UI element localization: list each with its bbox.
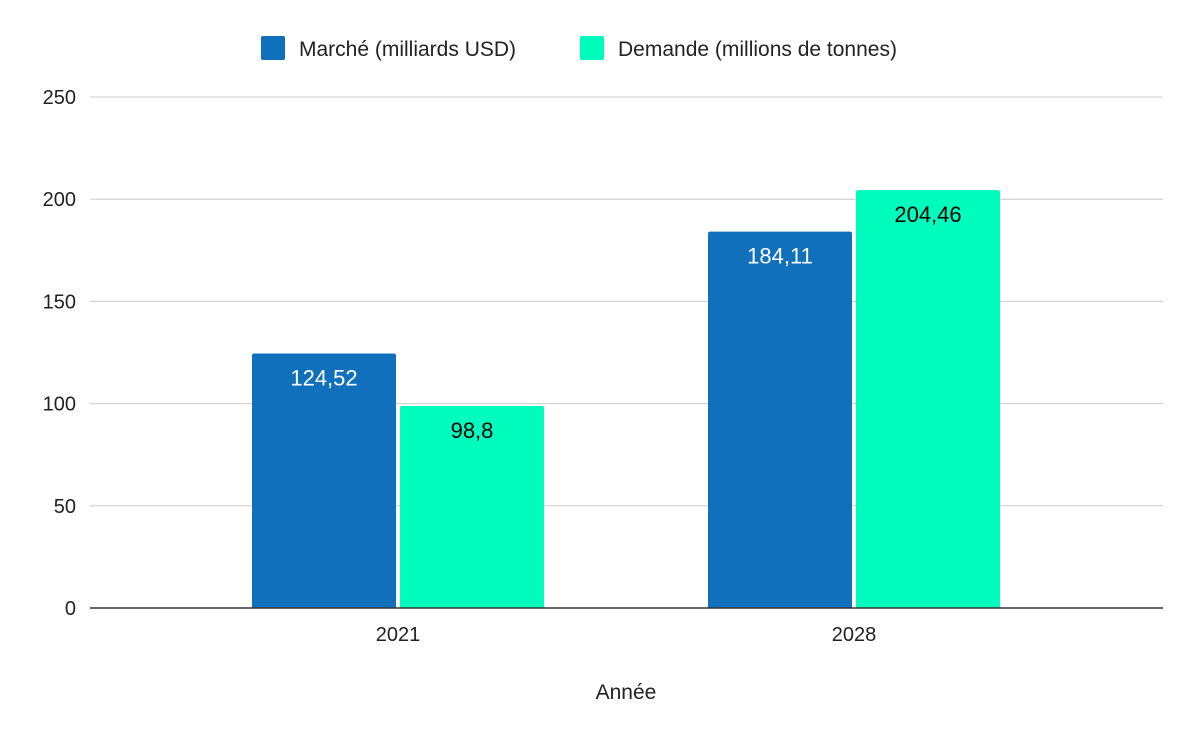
bar-2021-series-2 — [400, 406, 544, 608]
y-tick-label-0: 0 — [65, 598, 76, 620]
legend-swatch-series-1 — [261, 36, 285, 60]
legend: Marché (milliards USD) Demande (millions … — [261, 36, 897, 61]
bar-2028-series-2 — [856, 190, 1000, 609]
y-tick-label-150: 150 — [43, 291, 76, 313]
data-label-2028-series-1: 184,11 — [747, 244, 813, 269]
y-axis-ticks: 0 50 100 150 200 250 — [43, 87, 76, 620]
data-label-2021-series-2: 98,8 — [451, 418, 494, 443]
legend-label-series-2: Demande (millions de tonnes) — [618, 38, 897, 61]
gridlines — [90, 96, 1163, 507]
x-tick-label-2021: 2021 — [376, 624, 421, 646]
bars: 124,52 98,8 184,11 204,46 — [252, 190, 1000, 609]
x-axis-ticks: 2021 2028 — [376, 624, 877, 646]
data-label-2021-series-1: 124,52 — [290, 365, 357, 390]
bar-2028-series-1 — [708, 231, 852, 609]
legend-swatch-series-2 — [580, 36, 604, 60]
y-tick-label-50: 50 — [54, 496, 76, 518]
y-tick-label-100: 100 — [43, 394, 76, 416]
y-tick-label-250: 250 — [43, 87, 76, 109]
x-axis-title: Année — [596, 681, 657, 704]
y-tick-label-200: 200 — [43, 189, 76, 211]
bar-2021-series-1 — [252, 353, 396, 608]
data-label-2028-series-2: 204,46 — [894, 202, 961, 227]
legend-label-series-1: Marché (milliards USD) — [299, 38, 516, 61]
x-tick-label-2028: 2028 — [832, 624, 877, 646]
